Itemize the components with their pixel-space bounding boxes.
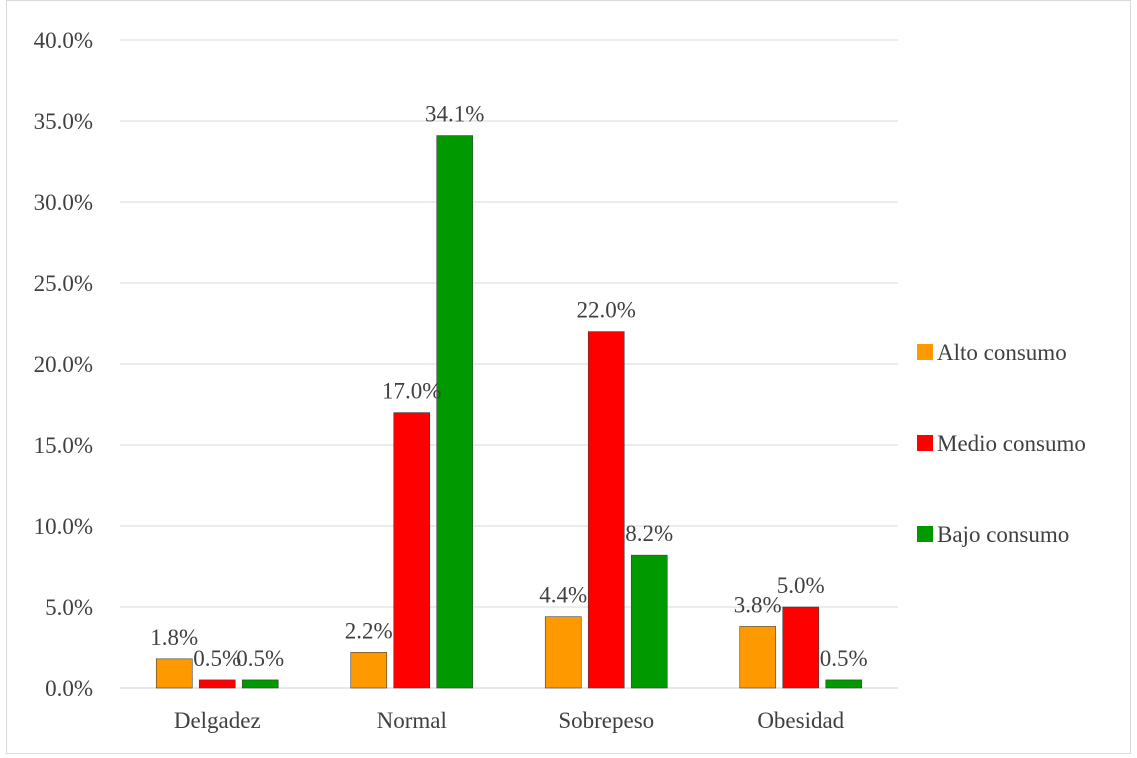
bars	[155, 135, 863, 689]
y-tick-label: 0.0%	[45, 676, 93, 701]
legend-label: Alto consumo	[937, 340, 1067, 365]
y-tick-label: 15.0%	[34, 433, 93, 458]
category-label: Delgadez	[174, 708, 261, 733]
legend-label: Medio consumo	[937, 431, 1086, 456]
data-label: 17.0%	[382, 379, 441, 404]
data-label: 1.8%	[150, 625, 198, 650]
legend-swatch	[917, 435, 933, 451]
data-label: 3.8%	[734, 592, 782, 617]
bar	[782, 606, 820, 689]
y-tick-label: 20.0%	[34, 352, 93, 377]
data-label: 0.5%	[820, 646, 868, 671]
data-label: 5.0%	[777, 573, 825, 598]
y-tick-label: 10.0%	[34, 514, 93, 539]
legend-swatch	[917, 526, 933, 542]
data-label: 2.2%	[345, 618, 393, 643]
bar	[241, 679, 279, 689]
data-label: 22.0%	[577, 298, 636, 323]
category-label: Obesidad	[757, 708, 844, 733]
data-label: 34.1%	[425, 102, 484, 127]
y-axis-tick-labels: 0.0% 5.0% 10.0% 15.0% 20.0% 25.0% 30.0% 35.0% 40…	[34, 28, 93, 701]
bar	[825, 679, 863, 689]
bar	[198, 679, 236, 689]
y-tick-label: 30.0%	[34, 190, 93, 215]
y-tick-label: 25.0%	[34, 271, 93, 296]
y-tick-label: 5.0%	[45, 595, 93, 620]
bar	[350, 652, 388, 689]
bar	[544, 616, 582, 689]
y-tick-label: 40.0%	[34, 28, 93, 53]
category-label: Sobrepeso	[558, 708, 654, 733]
bar	[393, 412, 431, 689]
bar	[436, 135, 474, 689]
bar	[587, 331, 625, 689]
data-labels: 1.8%0.5%0.5%2.2%17.0%34.1%4.4%22.0%8.2%3…	[150, 102, 867, 671]
x-axis-category-labels: Delgadez Normal Sobrepeso Obesidad	[174, 708, 845, 733]
data-label: 0.5%	[236, 646, 284, 671]
bar	[739, 626, 777, 689]
legend-label: Bajo consumo	[937, 522, 1069, 547]
data-label: 0.5%	[193, 646, 241, 671]
y-tick-label: 35.0%	[34, 109, 93, 134]
category-label: Normal	[377, 708, 447, 733]
bar	[155, 658, 193, 689]
legend: Alto consumo Medio consumo Bajo consumo	[917, 340, 1086, 547]
data-label: 8.2%	[625, 521, 673, 546]
bar	[630, 554, 668, 689]
data-label: 4.4%	[539, 583, 587, 608]
legend-swatch	[917, 344, 933, 360]
